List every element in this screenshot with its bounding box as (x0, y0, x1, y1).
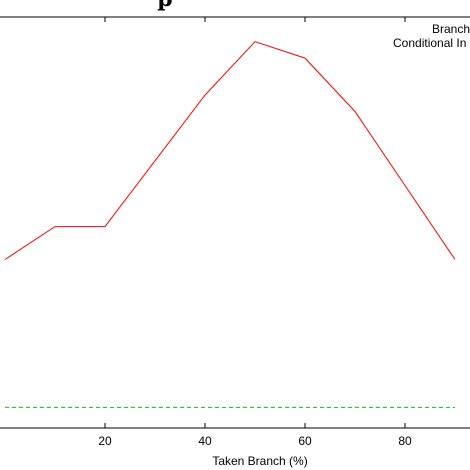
series-line-0 (4, 41, 456, 260)
x-tick-label: 60 (298, 434, 312, 448)
series-layer (4, 41, 456, 408)
x-tick-label: 40 (198, 434, 212, 448)
chart-title: p (157, 0, 172, 12)
x-tick-label: 20 (98, 434, 112, 448)
x-axis-label: Taken Branch (%) (212, 454, 307, 468)
x-tick-label: 80 (398, 434, 412, 448)
plot-axes (0, 16, 470, 429)
legend: Branch Conditional In (393, 22, 470, 50)
legend-entry-0: Branch (432, 22, 470, 36)
legend-entry-1: Conditional In (393, 36, 466, 50)
x-tick-labels: 20 40 60 80 (98, 434, 412, 448)
